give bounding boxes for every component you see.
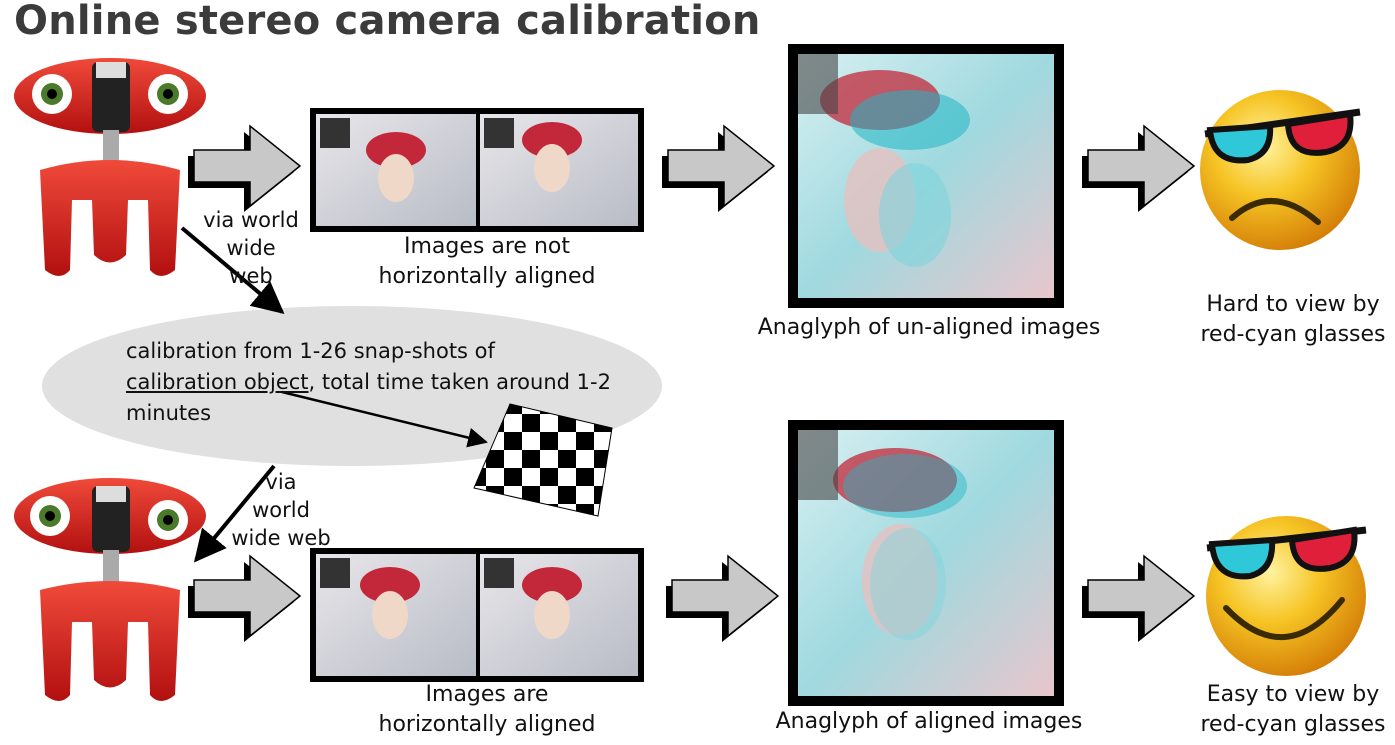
block-arrow-bottom-3 — [1082, 554, 1196, 642]
caption-hard-line2: red-cyan glasses — [1200, 322, 1386, 347]
caption-anaglyph-unaligned: Anaglyph of un-aligned images — [757, 315, 1101, 340]
block-arrow-bottom-2 — [666, 554, 780, 642]
arrow-web-to-ellipse — [180, 226, 285, 315]
calibration-line3: minutes — [126, 401, 212, 425]
via-top-line2: wide — [226, 236, 276, 260]
stereo-pair-aligned — [310, 548, 644, 682]
via-bottom-line2: world — [252, 498, 310, 522]
via-web-label-top: via world wide web — [196, 206, 306, 290]
caption-hard-to-view: Hard to view by red-cyan glasses — [1198, 290, 1388, 350]
caption-hard-line1: Hard to view by — [1206, 292, 1380, 317]
via-bottom-line1: via — [265, 470, 297, 494]
arrow-underline-to-checkerboard — [281, 390, 488, 448]
block-arrow-top-1 — [188, 124, 302, 212]
via-top-line1: via world — [203, 208, 299, 232]
caption-anaglyph-aligned: Anaglyph of aligned images — [775, 709, 1083, 734]
calibration-description: calibration from 1-26 snap-shots of cali… — [126, 336, 611, 429]
checkerboard-calibration-object — [473, 403, 613, 517]
caption-not-aligned-line1: Images are not — [404, 234, 570, 259]
stereo-robot-top — [14, 58, 206, 276]
sad-face-icon — [1200, 90, 1361, 250]
anaglyph-unaligned — [788, 44, 1064, 308]
stereo-pair-unaligned — [310, 108, 644, 232]
via-bottom-line3: wide web — [231, 526, 331, 550]
page-title: Online stereo camera calibration — [14, 0, 761, 44]
caption-not-aligned: Images are not horizontally aligned — [367, 232, 607, 292]
calibration-object-link[interactable]: calibration object — [126, 370, 309, 394]
calibration-line2-rest: , total time taken around 1-2 — [308, 370, 611, 394]
caption-easy-to-view: Easy to view by red-cyan glasses — [1198, 680, 1388, 740]
via-top-line3: web — [229, 264, 273, 288]
arrow-ellipse-to-robot — [193, 464, 276, 563]
caption-aligned-line1: Images are — [425, 682, 549, 707]
block-arrow-bottom-1 — [188, 554, 302, 642]
caption-not-aligned-line2: horizontally aligned — [378, 264, 596, 289]
caption-easy-line1: Easy to view by — [1206, 682, 1380, 707]
block-arrow-top-2 — [662, 124, 776, 212]
calibration-line1: calibration from 1-26 snap-shots of — [126, 339, 495, 363]
caption-easy-line2: red-cyan glasses — [1200, 712, 1386, 737]
via-web-label-bottom: via world wide web — [226, 468, 336, 552]
calibration-line2: calibration object, total time taken aro… — [126, 367, 611, 398]
block-arrow-top-3 — [1082, 124, 1196, 212]
happy-face-icon — [1206, 516, 1367, 676]
caption-aligned: Images are horizontally aligned — [367, 680, 607, 740]
stereo-robot-bottom — [14, 478, 206, 701]
anaglyph-aligned — [788, 420, 1064, 706]
caption-aligned-line2: horizontally aligned — [378, 712, 596, 737]
